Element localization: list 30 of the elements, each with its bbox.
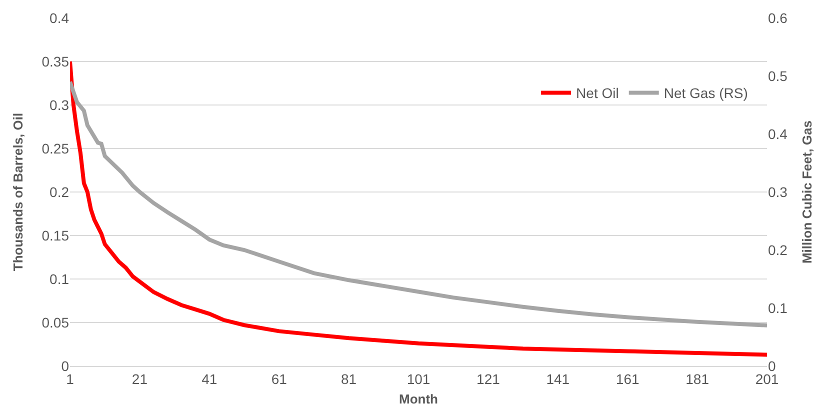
x-tick-label: 121: [476, 370, 500, 387]
x-tick-label: 101: [406, 370, 430, 387]
y2-axis-title: Million Cubic Feet, Gas: [799, 120, 814, 264]
y2-tick-label: 0.2: [768, 242, 788, 258]
y2-tick-label: 0.1: [768, 300, 788, 316]
y-tick-label: 0.1: [50, 270, 70, 287]
y-tick-label: 0.35: [42, 53, 70, 70]
y-tick-label: 0.3: [50, 96, 70, 113]
y-axis-title: Thousands of Barrels, Oil: [10, 112, 26, 272]
x-tick-label: 61: [271, 370, 288, 387]
y-tick-label: 0.25: [42, 140, 70, 156]
line-series: [70, 60, 767, 357]
y2-tick-label: 0.5: [768, 68, 788, 84]
y-tick-label: 0.2: [50, 184, 70, 200]
x-tick-label: 181: [686, 370, 710, 387]
line-series: [70, 80, 767, 328]
x-tick-label: 81: [341, 370, 357, 387]
x-tick-label: 141: [546, 370, 570, 387]
y2-tick-label: 0.4: [768, 126, 788, 142]
x-axis-title: Month: [399, 391, 438, 406]
y2-tick-label: 0.3: [768, 184, 788, 200]
y-tick-label: 0.4: [50, 10, 70, 26]
y-tick-label: 0.05: [42, 314, 70, 330]
y2-tick-label: 0.6: [768, 10, 788, 26]
x-tick-label: 161: [616, 370, 640, 387]
legend-label: Net Gas (RS): [664, 85, 748, 102]
legend-label: Net Oil: [576, 85, 619, 102]
x-tick-label: 21: [132, 370, 148, 387]
y-tick-label: 0.15: [42, 227, 70, 244]
x-tick-label: 41: [202, 370, 218, 387]
